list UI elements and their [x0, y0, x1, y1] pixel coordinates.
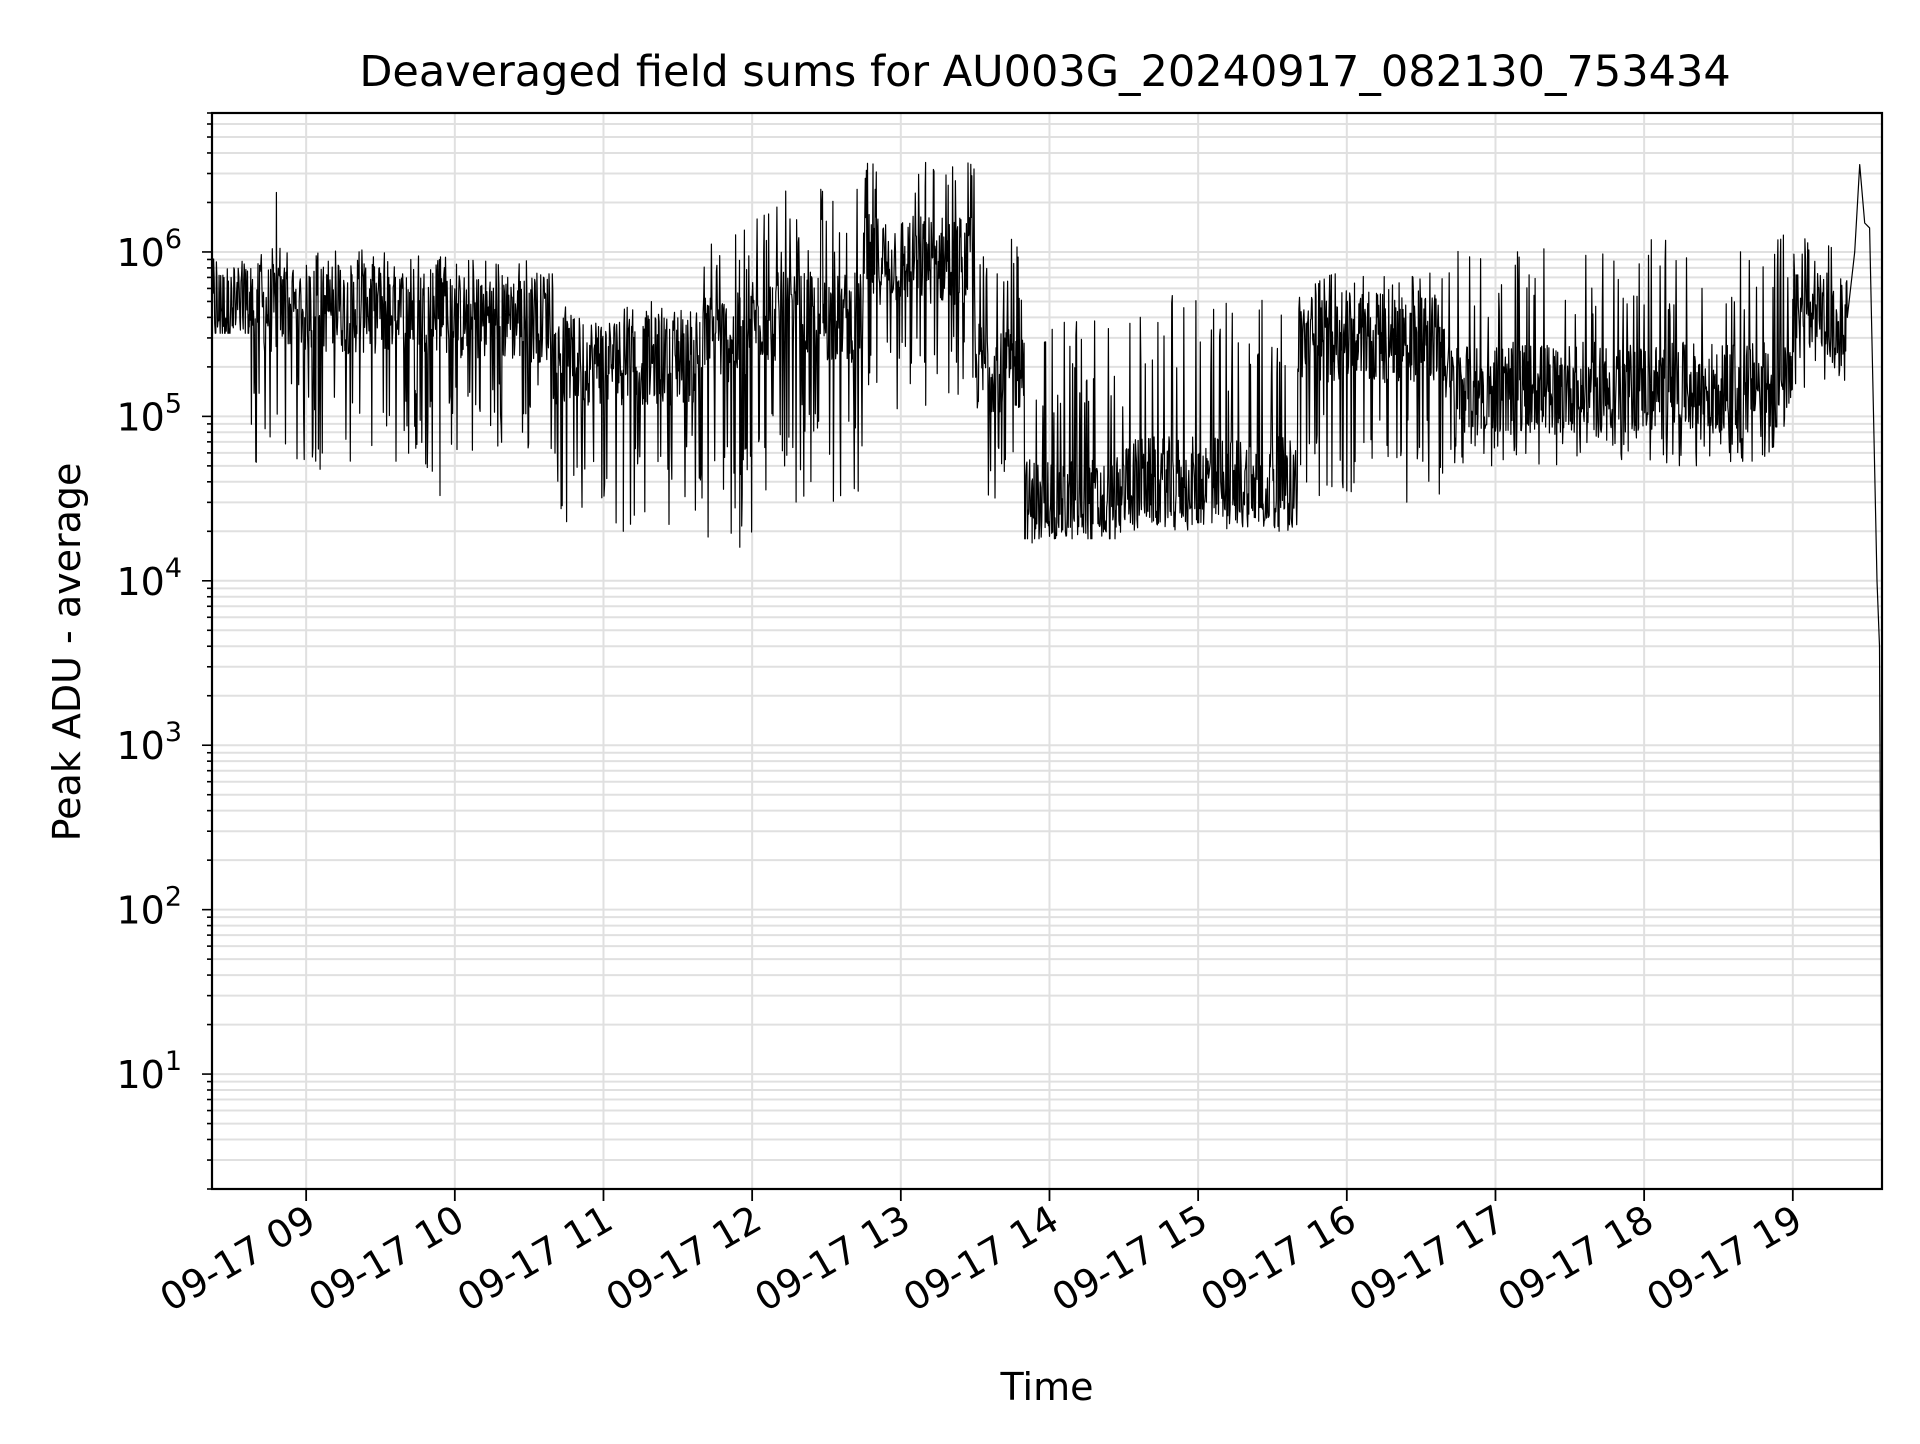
x-tick-label: 09-17 19 — [1639, 1197, 1809, 1321]
y-axis-label: Peak ADU - average — [45, 463, 89, 842]
x-axis-label: Time — [1000, 1365, 1094, 1409]
x-tick-label: 09-17 18 — [1491, 1197, 1661, 1321]
y-tick-label: 105 — [116, 388, 182, 439]
y-tick-label: 101 — [116, 1046, 182, 1097]
series-line — [211, 161, 1883, 1140]
y-tick-label: 102 — [116, 882, 182, 933]
y-tick-label: 104 — [116, 553, 182, 604]
plot-area — [211, 161, 1883, 1140]
x-tick-label: 09-17 14 — [896, 1197, 1066, 1321]
y-tick-label: 106 — [116, 224, 182, 275]
chart-title: Deaveraged field sums for AU003G_2024091… — [359, 47, 1730, 97]
x-tick-label: 09-17 12 — [599, 1197, 769, 1321]
x-tick-label: 09-17 09 — [153, 1197, 323, 1321]
x-tick-label: 09-17 10 — [301, 1197, 471, 1321]
x-tick-label: 09-17 16 — [1193, 1197, 1363, 1321]
x-tick-label: 09-17 11 — [450, 1197, 620, 1321]
plot-frame — [210, 111, 1884, 1191]
y-tick-label: 103 — [116, 717, 182, 768]
x-tick-label: 09-17 15 — [1045, 1197, 1215, 1321]
x-tick-label: 09-17 13 — [747, 1197, 917, 1321]
x-tick-label: 09-17 17 — [1342, 1197, 1512, 1321]
y-axis: 101 102 103 104 105 106 — [116, 112, 212, 1190]
grid — [212, 112, 1882, 1190]
